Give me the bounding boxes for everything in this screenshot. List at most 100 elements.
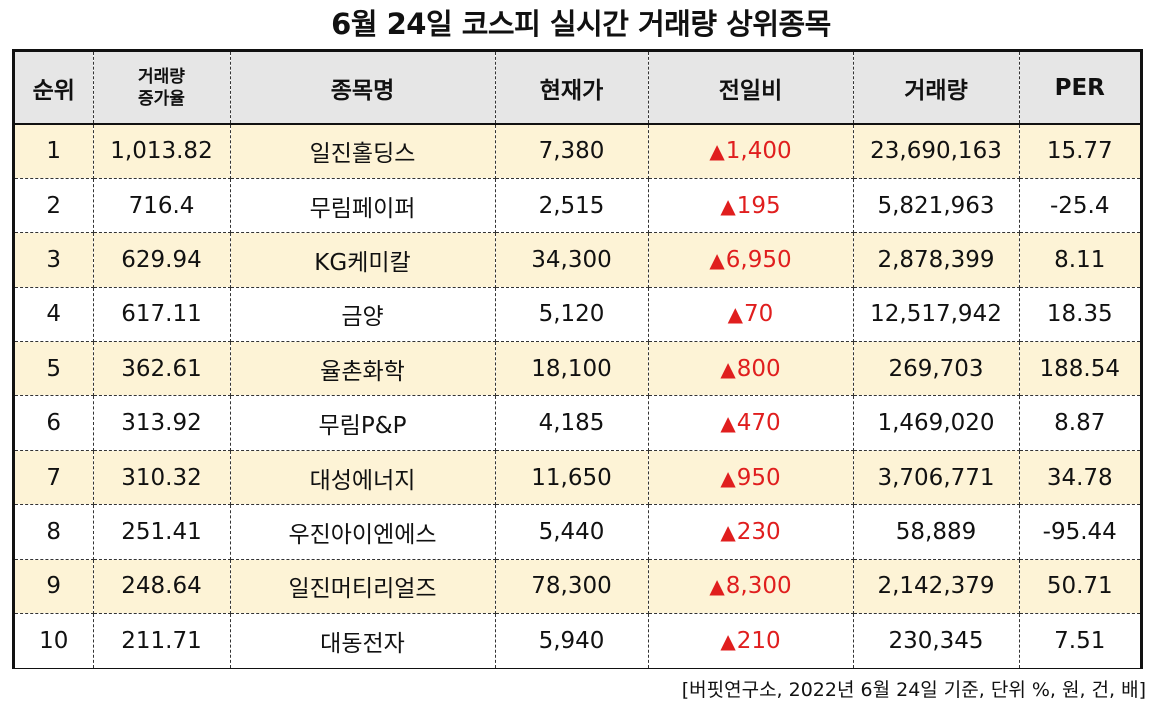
up-triangle-icon: ▲ <box>720 411 736 436</box>
cell-volume-increase: 313.92 <box>92 395 231 451</box>
cell-per: 50.71 <box>1018 558 1140 615</box>
cell-volume-increase: 1,013.82 <box>92 123 231 179</box>
cell-volume-increase: 716.4 <box>92 177 231 234</box>
cell-volume: 5,821,963 <box>852 177 1020 234</box>
header-name: 종목명 <box>229 52 496 125</box>
cell-volume: 2,142,379 <box>852 558 1020 615</box>
table-row: 1 1,013.82 일진홀딩스 7,380 ▲1,400 23,690,163 15.77 <box>15 123 1140 179</box>
cell-volume-increase: 617.11 <box>92 286 231 343</box>
cell-rank: 1 <box>15 123 94 179</box>
up-triangle-icon: ▲ <box>720 628 736 653</box>
cell-volume: 58,889 <box>852 504 1020 560</box>
cell-volume-increase: 629.94 <box>92 232 231 288</box>
table-row: 8 251.41 우진아이엔에스 5,440 ▲230 58,889 -95.44 <box>15 504 1140 560</box>
cell-per: 18.35 <box>1018 286 1140 343</box>
cell-rank: 8 <box>15 504 94 560</box>
cell-price: 4,185 <box>494 395 649 451</box>
table-row: 7 310.32 대성에너지 11,650 ▲950 3,706,771 34.78 <box>15 449 1140 506</box>
cell-volume-increase: 362.61 <box>92 341 231 397</box>
table-header-row: 순위 거래량 증가율 종목명 현재가 전일비 거래량 PER <box>15 52 1140 125</box>
cell-change: ▲230 <box>647 504 854 560</box>
cell-change: ▲6,950 <box>647 232 854 288</box>
cell-price: 7,380 <box>494 123 649 179</box>
cell-per: -25.4 <box>1018 177 1140 234</box>
cell-change: ▲1,400 <box>647 123 854 179</box>
cell-change: ▲70 <box>647 286 854 343</box>
cell-price: 5,940 <box>494 613 649 668</box>
up-triangle-icon: ▲ <box>709 247 725 272</box>
cell-rank: 6 <box>15 395 94 451</box>
cell-stock-name: 우진아이엔에스 <box>229 504 496 560</box>
change-value: 210 <box>736 627 781 654</box>
header-volume-increase: 거래량 증가율 <box>92 52 231 125</box>
change-value: 195 <box>736 192 781 219</box>
cell-volume-increase: 251.41 <box>92 504 231 560</box>
table-row: 5 362.61 율촌화학 18,100 ▲800 269,703 188.54 <box>15 341 1140 397</box>
cell-volume: 3,706,771 <box>852 449 1020 506</box>
stock-table-container: 순위 거래량 증가율 종목명 현재가 전일비 거래량 PER 1 1,013.82… <box>12 49 1143 669</box>
change-value: 800 <box>736 355 781 382</box>
cell-price: 5,440 <box>494 504 649 560</box>
header-rank: 순위 <box>15 52 94 125</box>
source-footnote: [버핏연구소, 2022년 6월 24일 기준, 단위 %, 원, 건, 배] <box>681 679 1146 701</box>
cell-volume-increase: 248.64 <box>92 558 231 615</box>
table-row: 9 248.64 일진머티리얼즈 78,300 ▲8,300 2,142,379 50.71 <box>15 558 1140 615</box>
cell-stock-name: 대성에너지 <box>229 449 496 506</box>
cell-price: 11,650 <box>494 449 649 506</box>
up-triangle-icon: ▲ <box>720 519 736 544</box>
up-triangle-icon: ▲ <box>720 356 736 381</box>
table-row: 3 629.94 KG케미칼 34,300 ▲6,950 2,878,399 8.11 <box>15 232 1140 288</box>
up-triangle-icon: ▲ <box>720 193 736 218</box>
up-triangle-icon: ▲ <box>727 302 744 327</box>
cell-rank: 9 <box>15 558 94 615</box>
cell-change: ▲470 <box>647 395 854 451</box>
cell-per: 188.54 <box>1018 341 1140 397</box>
cell-price: 5,120 <box>494 286 649 343</box>
cell-price: 34,300 <box>494 232 649 288</box>
up-triangle-icon: ▲ <box>720 465 736 490</box>
cell-stock-name: 대동전자 <box>229 613 496 668</box>
cell-per: -95.44 <box>1018 504 1140 560</box>
header-price: 현재가 <box>494 52 649 125</box>
cell-stock-name: 일진머티리얼즈 <box>229 558 496 615</box>
change-value: 230 <box>736 518 781 545</box>
cell-volume: 12,517,942 <box>852 286 1020 343</box>
cell-stock-name: 일진홀딩스 <box>229 123 496 179</box>
page-title: 6월 24일 코스피 실시간 거래량 상위종목 <box>331 7 831 41</box>
table-row: 6 313.92 무림P&P 4,185 ▲470 1,469,020 8.87 <box>15 395 1140 451</box>
cell-per: 34.78 <box>1018 449 1140 506</box>
cell-per: 8.87 <box>1018 395 1140 451</box>
cell-per: 15.77 <box>1018 123 1140 179</box>
cell-rank: 2 <box>15 177 94 234</box>
cell-stock-name: 율촌화학 <box>229 341 496 397</box>
cell-per: 8.11 <box>1018 232 1140 288</box>
cell-volume: 230,345 <box>852 613 1020 668</box>
change-value: 8,300 <box>725 573 792 600</box>
cell-rank: 3 <box>15 232 94 288</box>
cell-change: ▲195 <box>647 177 854 234</box>
cell-price: 78,300 <box>494 558 649 615</box>
change-value: 6,950 <box>725 246 792 273</box>
cell-stock-name: 금양 <box>229 286 496 343</box>
cell-change: ▲950 <box>647 449 854 506</box>
table-row: 10 211.71 대동전자 5,940 ▲210 230,345 7.51 <box>15 613 1140 668</box>
cell-volume: 269,703 <box>852 341 1020 397</box>
cell-volume: 2,878,399 <box>852 232 1020 288</box>
header-per: PER <box>1018 52 1140 125</box>
cell-volume-increase: 310.32 <box>92 449 231 506</box>
header-volume-increase-line2: 증가율 <box>138 88 185 109</box>
header-volume: 거래량 <box>852 52 1020 125</box>
stock-table: 순위 거래량 증가율 종목명 현재가 전일비 거래량 PER 1 1,013.82… <box>15 52 1140 668</box>
change-value: 470 <box>736 410 781 437</box>
cell-rank: 7 <box>15 449 94 506</box>
cell-stock-name: KG케미칼 <box>229 232 496 288</box>
cell-price: 18,100 <box>494 341 649 397</box>
cell-volume-increase: 211.71 <box>92 613 231 668</box>
cell-per: 7.51 <box>1018 613 1140 668</box>
header-change: 전일비 <box>647 52 854 125</box>
cell-volume: 23,690,163 <box>852 123 1020 179</box>
cell-price: 2,515 <box>494 177 649 234</box>
cell-volume: 1,469,020 <box>852 395 1020 451</box>
cell-change: ▲800 <box>647 341 854 397</box>
cell-rank: 10 <box>15 613 94 668</box>
